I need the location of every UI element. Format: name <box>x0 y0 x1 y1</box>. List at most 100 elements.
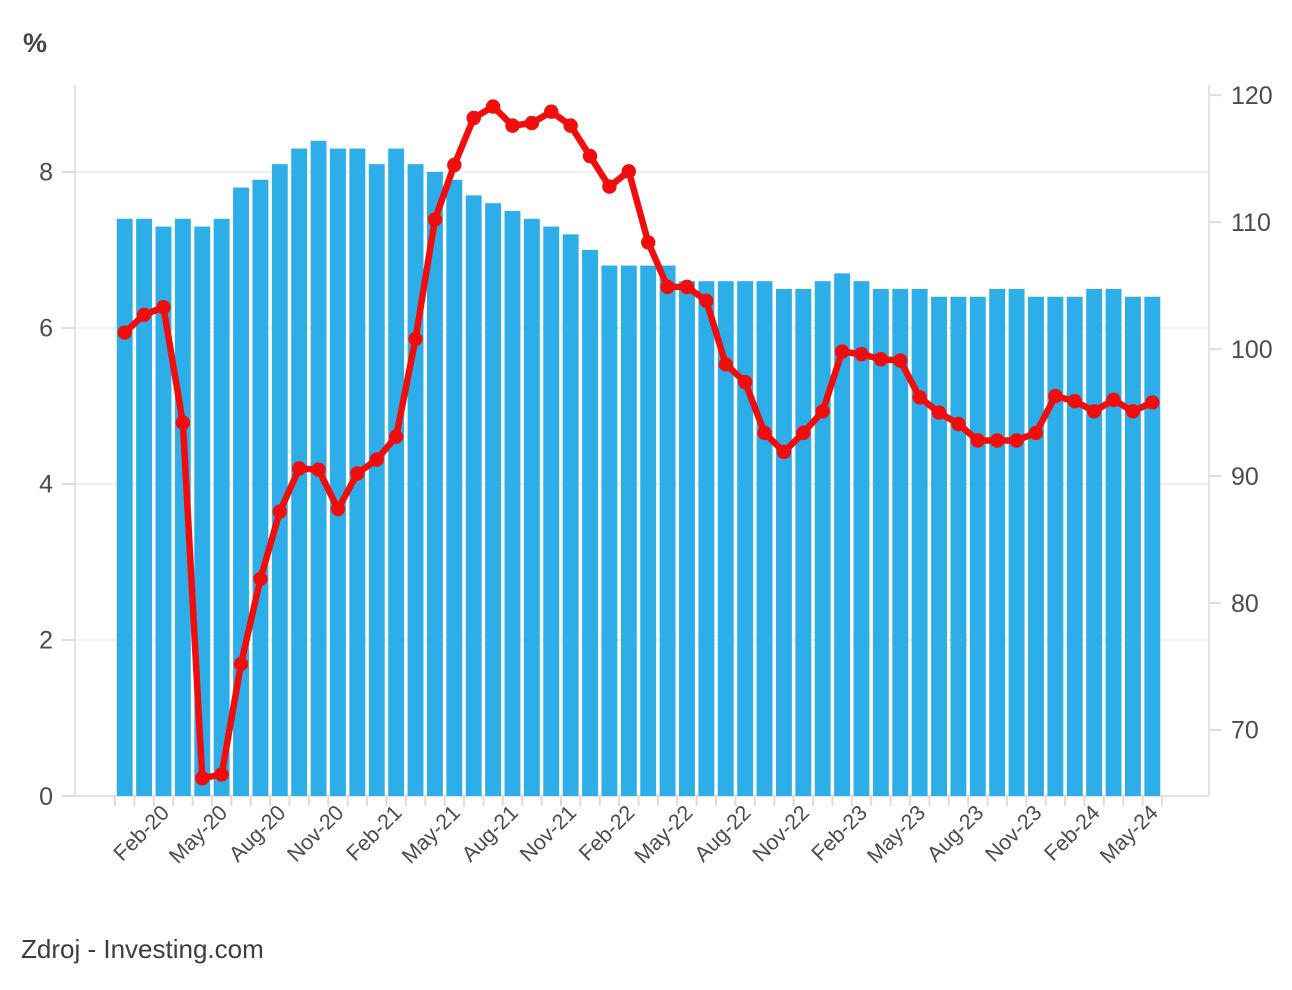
bar-dec-23 <box>1047 296 1064 796</box>
line-point-jan-21 <box>369 452 384 467</box>
line-point-dec-19 <box>117 325 132 340</box>
left-axis-tick-label: 2 <box>39 627 53 655</box>
line-point-feb-22 <box>621 164 637 179</box>
left-axis-tick-label: 4 <box>39 471 53 499</box>
line-point-sep-22 <box>757 425 772 441</box>
x-axis-label-may-24: May-24 <box>1095 801 1163 869</box>
x-axis-label-aug-21: Aug-21 <box>457 801 523 867</box>
line-point-jan-24 <box>1067 393 1082 409</box>
bar-sep-21 <box>523 218 540 797</box>
left-axis-tick-label: 8 <box>39 159 53 187</box>
x-axis-label-feb-21: Feb-21 <box>342 801 407 866</box>
bar-nov-21 <box>562 234 579 797</box>
bar-aug-23 <box>969 296 986 796</box>
line-point-jul-23 <box>951 416 966 432</box>
line-point-sep-21 <box>524 115 540 131</box>
x-axis-label-may-20: May-20 <box>165 801 233 869</box>
line-point-jul-20 <box>253 571 268 587</box>
left-axis-unit-label: % <box>23 28 48 58</box>
x-axis-label-feb-22: Feb-22 <box>574 801 639 866</box>
line-point-jan-20 <box>136 307 152 323</box>
bar-jun-22 <box>698 281 715 796</box>
source-caption: Zdroj - Investing.com <box>21 934 264 964</box>
bar-apr-23 <box>892 288 909 796</box>
bar-aug-20 <box>271 164 288 796</box>
line-point-nov-22 <box>796 425 811 441</box>
bar-jun-21 <box>465 195 482 797</box>
bar-may-21 <box>446 179 463 797</box>
right-axis-tick-label: 100 <box>1231 336 1273 364</box>
right-axis-tick-label: 90 <box>1231 463 1259 491</box>
bar-may-23 <box>911 288 928 796</box>
line-point-feb-24 <box>1086 404 1102 419</box>
x-axis-label-nov-22: Nov-22 <box>748 801 814 867</box>
line-point-mar-20 <box>175 415 191 430</box>
right-axis-tick-label: 120 <box>1231 82 1273 110</box>
bar-oct-22 <box>775 288 792 796</box>
bar-dec-19 <box>116 218 133 797</box>
bar-jun-23 <box>931 296 947 796</box>
bar-jan-22 <box>601 265 618 796</box>
bar-feb-22 <box>620 265 637 796</box>
x-axis-label-feb-23: Feb-23 <box>807 801 872 866</box>
bar-aug-22 <box>737 281 754 796</box>
left-axis-tick-label: 0 <box>39 783 53 811</box>
line-point-apr-21 <box>427 212 443 227</box>
x-axis-label-aug-22: Aug-22 <box>690 801 756 867</box>
bar-apr-22 <box>659 265 676 796</box>
line-point-nov-21 <box>563 118 578 133</box>
x-axis-label-feb-20: Feb-20 <box>109 801 174 866</box>
line-point-jun-21 <box>466 110 481 126</box>
bar-jan-23 <box>834 273 851 797</box>
right-axis-tick-label: 110 <box>1231 209 1271 237</box>
line-point-aug-20 <box>272 504 288 519</box>
line-point-nov-23 <box>1028 425 1044 441</box>
line-point-apr-23 <box>893 353 908 368</box>
line-point-oct-23 <box>1009 433 1024 448</box>
line-point-mar-24 <box>1106 392 1121 408</box>
bar-oct-21 <box>543 226 560 796</box>
x-axis-label-nov-21: Nov-21 <box>515 801 581 867</box>
line-point-jul-21 <box>485 99 501 114</box>
line-point-dec-20 <box>350 466 365 481</box>
x-axis-label-may-21: May-21 <box>397 801 465 869</box>
line-point-aug-22 <box>737 374 753 390</box>
line-point-oct-20 <box>311 462 326 477</box>
line-point-jan-23 <box>834 344 850 359</box>
bar-jul-22 <box>717 281 734 796</box>
line-point-sep-23 <box>989 433 1005 448</box>
left-axis-tick-label: 6 <box>39 315 53 343</box>
line-point-apr-24 <box>1125 404 1141 419</box>
line-point-jul-22 <box>718 357 733 372</box>
bar-nov-20 <box>330 148 346 796</box>
line-point-mar-21 <box>408 331 423 347</box>
line-point-may-24 <box>1145 395 1160 410</box>
line-point-dec-22 <box>815 404 830 419</box>
bar-jan-20 <box>136 218 153 797</box>
line-point-aug-21 <box>505 118 520 133</box>
x-axis-label-aug-23: Aug-23 <box>922 801 988 867</box>
bar-feb-21 <box>388 148 405 796</box>
bar-sep-22 <box>756 281 773 796</box>
bar-aug-21 <box>504 210 521 796</box>
bar-feb-24 <box>1086 288 1103 796</box>
line-point-mar-22 <box>640 235 656 250</box>
bar-apr-24 <box>1124 296 1141 796</box>
x-axis-label-may-23: May-23 <box>863 801 931 869</box>
bar-sep-23 <box>989 288 1006 796</box>
line-point-feb-21 <box>388 429 404 444</box>
line-point-oct-21 <box>544 104 559 119</box>
line-point-apr-20 <box>195 771 210 786</box>
bar-nov-22 <box>795 288 812 796</box>
line-point-sep-20 <box>291 461 307 476</box>
line-point-may-22 <box>679 279 695 295</box>
x-axis-label-may-22: May-22 <box>630 801 698 869</box>
x-axis-label-nov-20: Nov-20 <box>283 801 349 867</box>
bar-mar-21 <box>407 164 424 796</box>
bar-may-22 <box>679 281 695 796</box>
line-point-aug-23 <box>970 433 986 448</box>
bar-mar-20 <box>174 218 191 797</box>
line-point-mar-23 <box>873 352 889 367</box>
